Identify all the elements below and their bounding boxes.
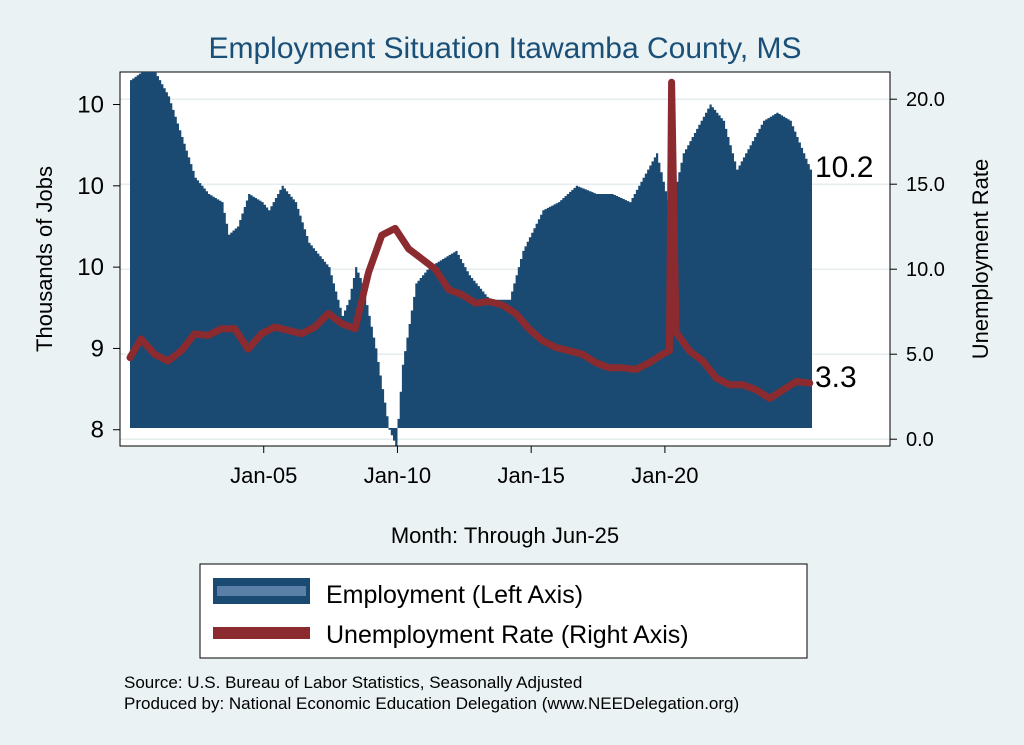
left-tick-label: 9 — [91, 335, 104, 362]
legend: Employment (Left Axis) Unemployment Rate… — [199, 563, 808, 659]
right-tick-label: 15.0 — [906, 174, 945, 196]
legend-label-employment: Employment (Left Axis) — [326, 581, 583, 609]
chart-title: Employment Situation Itawamba County, MS — [208, 32, 801, 65]
y-axis-right-label: Unemployment Rate — [968, 159, 993, 360]
left-tick-label: 10 — [77, 92, 104, 119]
unemployment-line — [126, 78, 814, 402]
right-ticks: 0.0 5.0 10.0 15.0 20.0 — [890, 89, 945, 451]
left-ticks: 8 9 10 10 10 — [77, 92, 120, 444]
right-tick-label: 5.0 — [906, 344, 934, 366]
y-axis-left-label: Thousands of Jobs — [32, 166, 57, 352]
unemployment-line-path — [126, 78, 814, 402]
right-tick-label: 0.0 — [906, 429, 934, 451]
x-tick-label: Jan-20 — [631, 463, 698, 488]
legend-swatch-employment-inner — [217, 586, 306, 596]
source-note: Source: U.S. Bureau of Labor Statistics,… — [124, 673, 582, 692]
legend-swatch-unemployment — [213, 627, 310, 639]
left-tick-label: 10 — [77, 173, 104, 200]
employment-area-path — [130, 72, 812, 446]
x-axis-label: Month: Through Jun-25 — [391, 523, 619, 548]
unemployment-end-label: 3.3 — [815, 361, 857, 394]
left-tick-label: 10 — [77, 254, 104, 281]
legend-label-unemployment: Unemployment Rate (Right Axis) — [326, 621, 689, 649]
produced-by-note: Produced by: National Economic Education… — [124, 694, 739, 713]
right-tick-label: 10.0 — [906, 259, 945, 281]
employment-area — [130, 72, 812, 446]
employment-end-label: 10.2 — [815, 151, 873, 184]
x-ticks: Jan-05 Jan-10 Jan-15 Jan-20 — [230, 446, 699, 488]
x-tick-label: Jan-10 — [364, 463, 431, 488]
x-tick-label: Jan-05 — [230, 463, 297, 488]
left-tick-label: 8 — [91, 417, 104, 444]
x-tick-label: Jan-15 — [498, 463, 565, 488]
right-tick-label: 20.0 — [906, 89, 945, 111]
